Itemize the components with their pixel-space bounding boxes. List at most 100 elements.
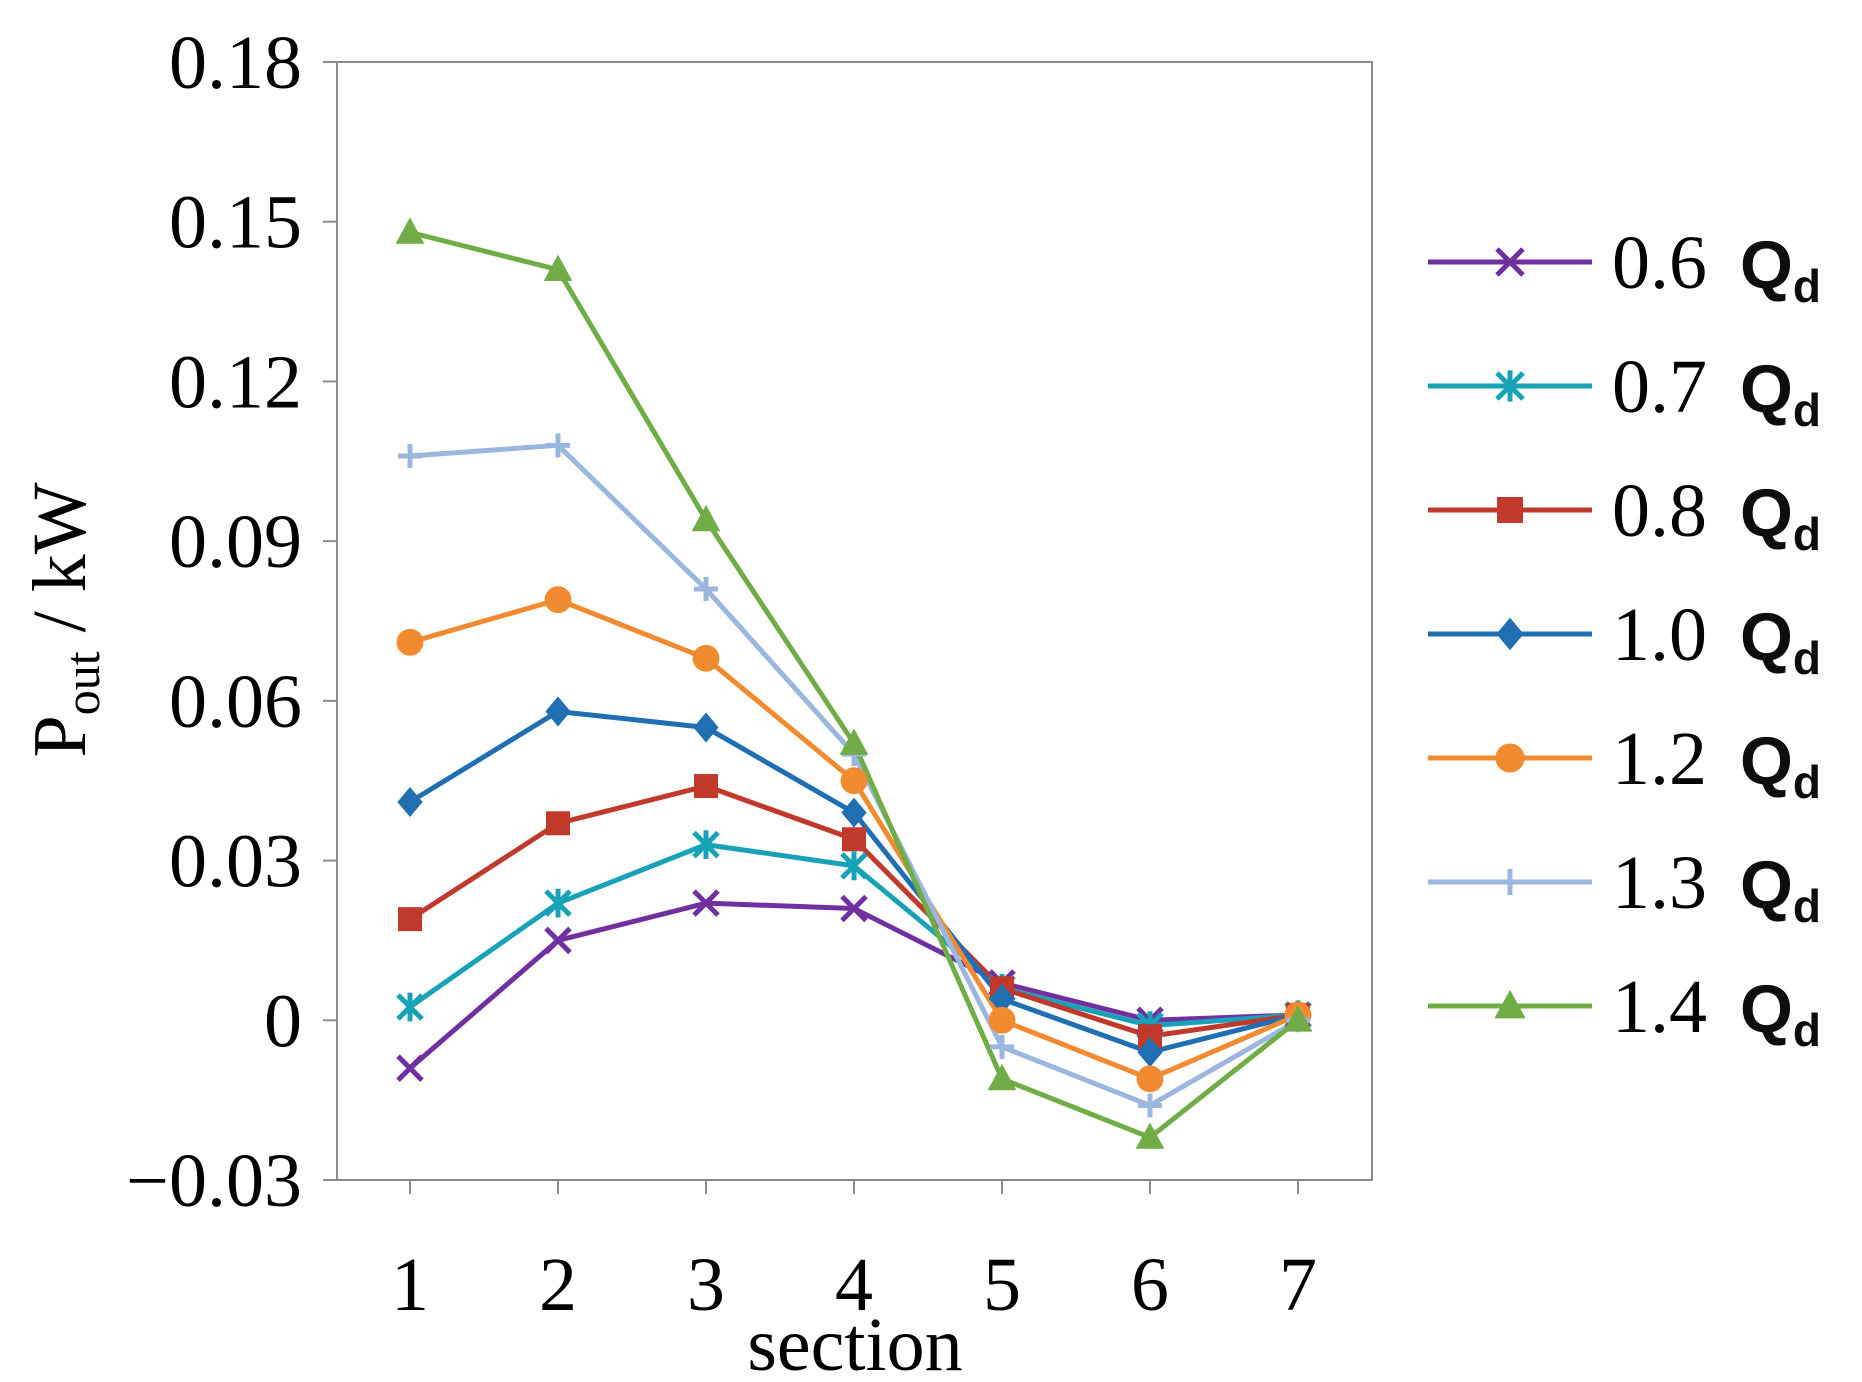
data-point-1.3-3: [694, 577, 718, 602]
y-tick-label: 0.18: [169, 21, 302, 105]
legend-marker: [1496, 617, 1524, 651]
legend-symbol: Qd: [1740, 971, 1821, 1056]
x-tick-label: 5: [983, 1243, 1021, 1327]
y-tick-label: 0.15: [169, 181, 302, 265]
legend-marker: [1497, 869, 1523, 895]
legend-symbol-main: Q: [1740, 847, 1793, 923]
legend-symbol-sub: d: [1793, 880, 1821, 932]
data-point-1.2-6: [1136, 1065, 1164, 1093]
y-tick-label: 0.03: [169, 820, 302, 904]
data-point-0.8-1: [398, 907, 422, 932]
data-point-1.2-1: [396, 628, 424, 656]
legend-label: 0.6: [1612, 221, 1707, 305]
y-axis-title-sub: out: [54, 651, 110, 715]
legend-item-1.3: 1.3 Qd: [1428, 841, 1821, 932]
x-tick-label: 3: [687, 1243, 725, 1327]
legend-marker: [1495, 743, 1525, 773]
legend-item-1.4: 1.4 Qd: [1428, 965, 1821, 1056]
data-point-0.6-3: [692, 889, 720, 917]
legend-symbol-main: Q: [1740, 599, 1793, 675]
plot-area: [336, 61, 1373, 1181]
series-layer: [395, 217, 1313, 1149]
legend-symbol-sub: d: [1793, 1004, 1821, 1056]
legend-symbol-sub: d: [1793, 384, 1821, 436]
y-tick-label: 0: [264, 979, 302, 1063]
data-point-1.0-5: [989, 983, 1015, 1014]
x-axis: 1 2 3 4 5 6 7: [391, 1180, 1317, 1327]
data-point-1.3-5: [990, 1034, 1014, 1059]
data-point-1.3-1: [398, 443, 422, 468]
legend-label: 1.3: [1612, 841, 1707, 925]
data-point-1.4-4: [839, 728, 869, 755]
data-point-1.4-1: [395, 217, 425, 244]
legend-item-0.6: 0.6 Qd: [1428, 221, 1821, 312]
legend-symbol-main: Q: [1740, 351, 1793, 427]
data-point-1.0-2: [545, 696, 571, 727]
data-point-1.3-2: [546, 433, 570, 458]
y-axis-title-main: P: [18, 715, 102, 757]
data-point-0.7-2: [544, 888, 572, 918]
legend-symbol-sub: d: [1793, 632, 1821, 684]
legend-symbol: Qd: [1740, 475, 1821, 560]
y-axis-title-rest: / kW: [18, 482, 102, 651]
legend-item-0.8: 0.8 Qd: [1428, 469, 1821, 560]
legend-label: 0.8: [1612, 469, 1707, 553]
data-point-0.8-2: [546, 811, 570, 836]
legend-item-1.0: 1.0 Qd: [1428, 593, 1821, 684]
x-tick-label: 1: [391, 1243, 429, 1327]
legend-symbol-main: Q: [1740, 227, 1793, 303]
legend-label: 0.7: [1612, 345, 1707, 429]
data-point-1.0-3: [693, 712, 719, 743]
legend-symbol-main: Q: [1740, 723, 1793, 799]
data-point-0.7-3: [692, 830, 720, 859]
y-tick-label: 0.06: [169, 660, 302, 744]
data-point-0.6-2: [544, 926, 572, 955]
y-tick-label: 0.12: [169, 340, 302, 424]
legend-symbol: Qd: [1740, 351, 1821, 436]
legend: 0.6 Qd0.7 Qd0.8 Qd1.0 Qd1.2 Qd1.3 Qd1.4 …: [1428, 221, 1821, 1056]
y-tick-label: 0.09: [169, 500, 302, 584]
legend-marker: [1495, 370, 1525, 402]
legend-symbol-sub: d: [1793, 508, 1821, 560]
legend-marker: [1494, 989, 1526, 1019]
legend-label: 1.4: [1612, 965, 1707, 1049]
y-axis: 0.18 0.15 0.12 0.09 0.06 0.03 0 −0.03: [126, 21, 337, 1223]
x-tick-label: 4: [835, 1243, 873, 1327]
legend-item-0.7: 0.7 Qd: [1428, 345, 1821, 436]
legend-marker: [1495, 247, 1525, 277]
x-tick-label: 2: [539, 1243, 577, 1327]
legend-label: 1.2: [1612, 717, 1707, 801]
legend-item-1.2: 1.2 Qd: [1428, 717, 1821, 808]
legend-symbol: Qd: [1740, 723, 1821, 808]
data-point-1.2-5: [988, 1006, 1016, 1034]
data-point-0.6-4: [840, 894, 868, 923]
data-point-0.6-1: [396, 1054, 424, 1082]
data-point-0.8-3: [694, 774, 718, 799]
data-point-1.4-3: [691, 504, 721, 532]
y-tick-label: −0.03: [126, 1139, 302, 1223]
legend-marker: [1497, 497, 1523, 523]
legend-symbol-main: Q: [1740, 475, 1793, 551]
legend-symbol-sub: d: [1793, 756, 1821, 808]
legend-symbol: Qd: [1740, 847, 1821, 932]
data-point-1.0-1: [397, 787, 423, 818]
legend-symbol: Qd: [1740, 599, 1821, 684]
legend-symbol-main: Q: [1740, 971, 1793, 1047]
data-point-1.4-5: [987, 1063, 1017, 1091]
data-point-1.4-2: [543, 254, 573, 282]
legend-symbol-sub: d: [1793, 260, 1821, 312]
y-axis-title: Pout / kW: [18, 482, 110, 757]
x-axis-title: section: [747, 1303, 962, 1382]
legend-symbol: Qd: [1740, 227, 1821, 312]
data-point-1.2-4: [840, 767, 868, 795]
data-point-1.2-3: [692, 644, 720, 672]
data-point-0.8-4: [842, 827, 866, 852]
data-point-1.0-6: [1137, 1037, 1163, 1068]
data-point-1.4-7: [1283, 1005, 1313, 1032]
data-point-1.3-6: [1138, 1093, 1162, 1118]
data-point-1.2-2: [544, 586, 572, 614]
x-tick-label: 7: [1279, 1243, 1317, 1327]
data-point-0.7-4: [840, 851, 868, 881]
data-point-0.7-1: [396, 992, 424, 1022]
